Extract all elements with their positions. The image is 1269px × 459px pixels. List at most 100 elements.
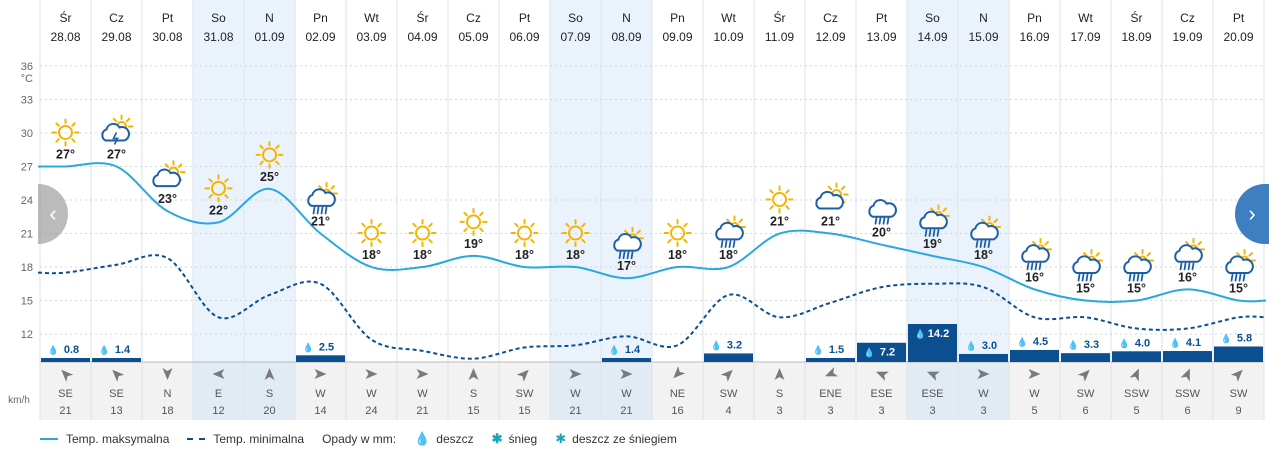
wind-direction: SE bbox=[109, 388, 124, 400]
y-tick-label: 24 bbox=[21, 195, 33, 207]
day-name: N bbox=[979, 11, 988, 25]
wind-speed: 21 bbox=[569, 405, 581, 417]
legend-max-label: Temp. maksymalna bbox=[66, 432, 170, 446]
day-date: 19.09 bbox=[1172, 30, 1202, 44]
max-temp-label: 19° bbox=[923, 237, 942, 251]
chevron-right-icon: › bbox=[1248, 201, 1256, 226]
snowflake-icon: ✱ bbox=[491, 431, 503, 446]
day-name: Śr bbox=[774, 10, 786, 25]
wind-arrow-icon bbox=[264, 368, 275, 380]
day-name: N bbox=[265, 11, 274, 25]
day-name: Pt bbox=[162, 11, 174, 25]
precip-label: 3.0 bbox=[982, 340, 997, 352]
precip-label: 4.1 bbox=[1186, 337, 1201, 349]
rain-sun-icon bbox=[970, 215, 1001, 248]
wind-arrow-icon bbox=[416, 369, 429, 379]
rain-sun-icon bbox=[307, 182, 338, 215]
legend-precip: Opady w mm: bbox=[322, 432, 396, 446]
wind-direction: S bbox=[266, 388, 273, 400]
raindrop-icon: 💧 bbox=[915, 328, 926, 339]
rain-sun-icon bbox=[1021, 237, 1052, 271]
wind-speed: 3 bbox=[929, 405, 935, 417]
max-temp-label: 18° bbox=[566, 248, 585, 262]
precip-bar bbox=[908, 324, 957, 362]
precip-label: 4.5 bbox=[1033, 336, 1048, 348]
cloud-sun-icon bbox=[152, 160, 186, 188]
rain-sun-icon bbox=[715, 215, 746, 248]
raindrop-icon: 💧 bbox=[864, 347, 875, 358]
wind-arrow-icon bbox=[61, 369, 74, 382]
wind-direction: SW bbox=[720, 388, 738, 400]
day-date: 15.09 bbox=[968, 30, 998, 44]
wind-direction: NE bbox=[670, 388, 685, 400]
legend-rain: 💧 deszcz bbox=[414, 431, 474, 447]
precip-label: 2.5 bbox=[319, 341, 334, 353]
wind-direction: S bbox=[470, 388, 477, 400]
sun-icon bbox=[765, 185, 794, 214]
max-temp-label: 15° bbox=[1076, 282, 1095, 296]
day-date: 13.09 bbox=[866, 30, 896, 44]
wind-speed: 14 bbox=[314, 405, 326, 417]
day-date: 04.09 bbox=[407, 30, 437, 44]
day-date: 17.09 bbox=[1070, 30, 1100, 44]
rain-sun-icon bbox=[1225, 249, 1256, 282]
sun-icon bbox=[561, 219, 590, 248]
max-temp-label: 17° bbox=[617, 259, 636, 273]
y-tick-label: 12 bbox=[21, 329, 33, 341]
wind-direction: SSW bbox=[1124, 388, 1150, 400]
precip-bar bbox=[41, 358, 90, 362]
precip-bar bbox=[806, 357, 855, 362]
max-temp-label: 19° bbox=[464, 237, 483, 251]
rain-sun-icon bbox=[613, 226, 644, 260]
day-name: Śr bbox=[1131, 10, 1143, 25]
wind-speed: 18 bbox=[161, 405, 173, 417]
day-name: So bbox=[211, 11, 226, 25]
wind-direction: SW bbox=[1077, 388, 1095, 400]
max-temp-label: 21° bbox=[311, 215, 330, 229]
max-temp-label: 18° bbox=[719, 248, 738, 262]
wind-arrow-icon bbox=[774, 368, 785, 380]
precip-bar bbox=[857, 342, 906, 362]
wind-arrow-icon bbox=[212, 369, 225, 379]
max-temp-label: 21° bbox=[821, 215, 840, 229]
raindrop-icon: 💧 bbox=[48, 344, 59, 355]
wind-arrow-icon bbox=[1230, 369, 1243, 382]
day-name: Wt bbox=[364, 11, 379, 25]
wind-speed: 3 bbox=[980, 405, 986, 417]
max-temp-label: 22° bbox=[209, 203, 228, 217]
day-date: 29.08 bbox=[101, 30, 131, 44]
wind-speed: 21 bbox=[59, 405, 71, 417]
legend-snow: ✱ śnieg bbox=[492, 431, 538, 447]
precip-bar bbox=[1163, 351, 1212, 362]
wind-arrow-icon bbox=[720, 369, 733, 382]
precip-bar bbox=[602, 358, 651, 362]
day-name: So bbox=[925, 11, 940, 25]
wind-arrow-icon bbox=[620, 369, 633, 379]
weekend-background bbox=[550, 0, 601, 420]
max-temp-label: 20° bbox=[872, 226, 891, 240]
max-temp-label: 16° bbox=[1025, 270, 1044, 284]
day-name: Cz bbox=[109, 11, 124, 25]
max-temp-label: 27° bbox=[56, 147, 75, 161]
rain-sun-icon bbox=[919, 204, 950, 237]
wind-arrow-icon bbox=[1129, 368, 1139, 382]
day-name: So bbox=[568, 11, 583, 25]
rain-sun-icon bbox=[1174, 237, 1205, 271]
day-date: 06.09 bbox=[509, 30, 539, 44]
chevron-left-icon: ‹ bbox=[49, 201, 57, 226]
sleet-icon: ✱ bbox=[555, 431, 567, 446]
precip-label: 3.2 bbox=[727, 339, 742, 351]
wind-direction: W bbox=[1029, 388, 1040, 400]
wind-direction: N bbox=[164, 388, 172, 400]
precip-bar bbox=[1061, 353, 1110, 362]
wind-arrow-icon bbox=[977, 369, 990, 379]
max-temp-label: 18° bbox=[974, 248, 993, 262]
wind-direction: W bbox=[621, 388, 632, 400]
max-temp-label: 18° bbox=[413, 248, 432, 262]
legend-max: Temp. maksymalna bbox=[40, 432, 169, 446]
max-temp-label: 21° bbox=[770, 215, 789, 229]
day-date: 31.08 bbox=[203, 30, 233, 44]
day-name: Pt bbox=[519, 11, 531, 25]
legend-precip-label: Opady w mm: bbox=[322, 432, 397, 446]
